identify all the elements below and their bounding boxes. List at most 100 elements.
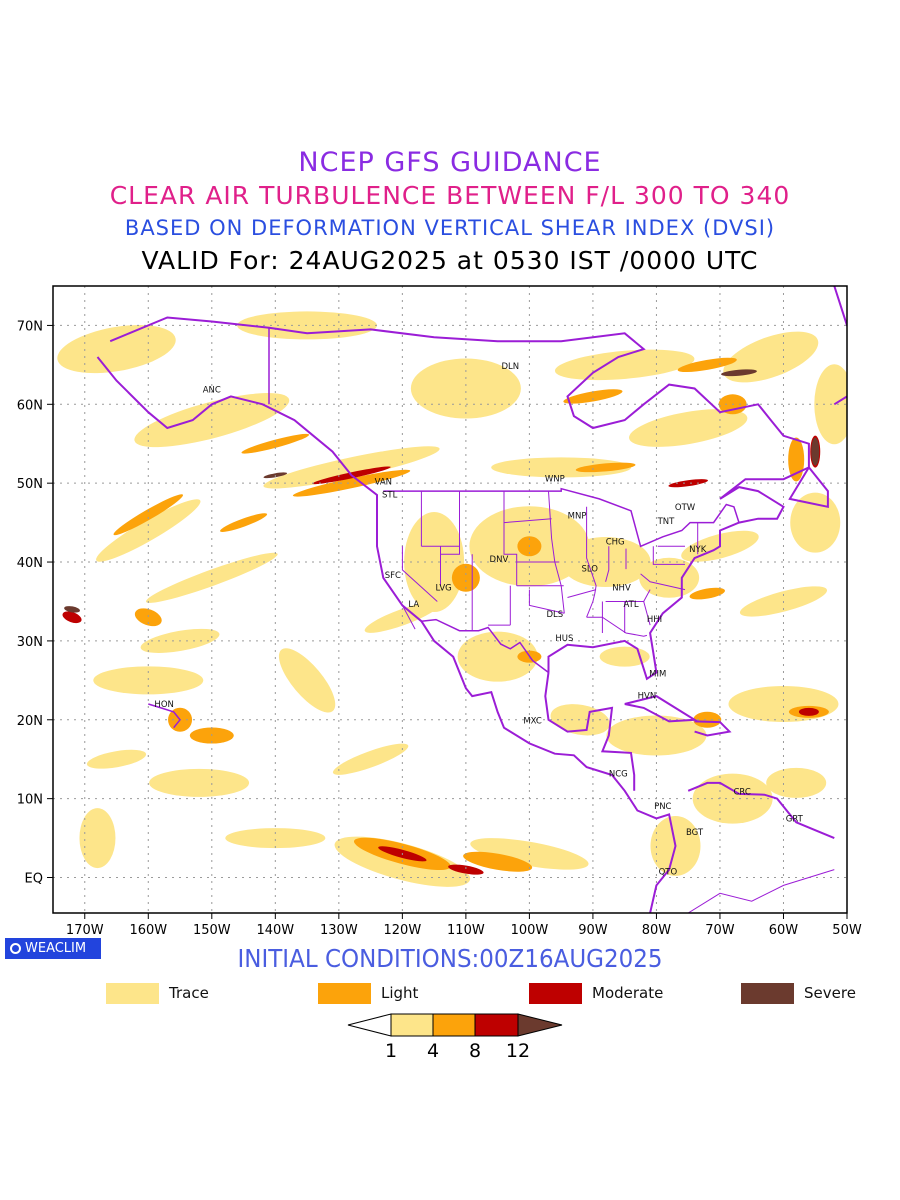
station-label-dls: DLS — [546, 610, 563, 620]
trace-patch — [410, 358, 521, 419]
station-label-hon: HON — [154, 700, 173, 710]
trace-patch — [79, 808, 116, 869]
legend-severe-swatch — [741, 982, 794, 1004]
light-patch — [113, 494, 184, 536]
trace-patch — [93, 666, 204, 695]
state-boundary — [440, 491, 460, 555]
logo-text: WEACLIM — [25, 941, 87, 956]
station-label-mnp: MNP — [568, 512, 587, 522]
light-patch — [241, 433, 310, 454]
trace-patch — [629, 409, 748, 447]
station-label-atl: ATL — [623, 600, 638, 610]
lat-label: 70N — [17, 319, 43, 334]
hawaii-islands — [148, 703, 181, 729]
station-label-wnp: WNP — [545, 475, 565, 485]
trace-patch — [237, 311, 378, 340]
station-label-anc: ANC — [203, 385, 221, 395]
severe-patch — [811, 437, 820, 466]
turbulence-shading — [57, 311, 847, 887]
station-label-otw: OTW — [675, 503, 696, 513]
trace-patch — [57, 325, 176, 374]
light-patch — [134, 608, 162, 627]
light-patch — [563, 389, 623, 404]
lon-label: 50W — [832, 923, 862, 938]
trace-patch — [491, 457, 632, 478]
longitude-labels: 170W 160W 150W 140W 130W 120W 110W 100W 90W 80W 70… — [66, 913, 862, 938]
station-label-stl: STL — [382, 490, 398, 500]
latitude-labels: 70N 60N 50N 40N 30N 20N 10N EQ — [17, 319, 53, 887]
lat-label: 50N — [17, 477, 43, 492]
legend-light-swatch — [318, 982, 371, 1004]
legend-severe: Severe — [741, 982, 856, 1004]
light-patch — [693, 711, 722, 728]
station-label-grt: GRT — [786, 815, 804, 825]
station-label-nyk: NYK — [689, 545, 707, 555]
south-america-interior — [656, 869, 835, 913]
legend-trace-swatch — [106, 982, 159, 1004]
station-label-mim: MIM — [649, 669, 666, 679]
legend-light-label: Light — [381, 984, 419, 1002]
chart-title-line2: CLEAR AIR TURBULENCE BETWEEN F/L 300 TO … — [109, 181, 791, 210]
station-label-nhv: NHV — [612, 583, 631, 593]
map-frame — [52, 285, 848, 914]
station-label-bgt: BGT — [686, 828, 704, 838]
valid-time: VALID For: 24AUG2025 at 0530 IST /0000 U… — [141, 246, 759, 275]
trace-patch — [723, 331, 819, 383]
station-label-sfc: SFC — [385, 571, 401, 581]
station-label-mxc: MXC — [523, 717, 542, 727]
lon-label: 120W — [384, 923, 422, 938]
trace-patch — [96, 499, 201, 562]
lon-label: 70W — [705, 923, 735, 938]
station-label-crc: CRC — [734, 788, 751, 798]
trace-patch — [145, 552, 278, 603]
state-boundary — [640, 573, 686, 591]
trace-patch — [560, 537, 651, 588]
us-canada-border — [383, 487, 740, 548]
lat-label: 20N — [17, 714, 43, 729]
greenland-coastline — [833, 286, 847, 406]
station-label-qto: QTO — [659, 867, 678, 877]
light-patch — [463, 851, 533, 872]
lat-label: 40N — [17, 556, 43, 571]
trace-patch — [404, 512, 465, 613]
trace-patch — [814, 364, 847, 445]
station-label-dln: DLN — [502, 362, 520, 372]
state-boundary — [605, 546, 610, 582]
station-label-hvn: HVN — [638, 691, 657, 701]
trace-patch — [639, 557, 700, 598]
lon-label: 150W — [193, 923, 231, 938]
legend-moderate: Moderate — [529, 982, 663, 1004]
legend-trace: Trace — [106, 982, 209, 1004]
coastlines — [96, 286, 847, 913]
trace-patch — [599, 646, 650, 667]
state-boundary — [528, 589, 565, 614]
us-mexico-border — [421, 618, 549, 674]
trace-patch — [278, 648, 336, 713]
station-label-dnv: DNV — [490, 555, 509, 565]
lon-label: 90W — [578, 923, 608, 938]
station-label-ncg: NCG — [609, 770, 628, 780]
weaclim-logo: WEACLIM — [5, 938, 101, 959]
moderate-patch — [668, 479, 709, 488]
state-boundary — [503, 491, 518, 586]
station-label-tnt: TNT — [657, 517, 676, 527]
light-patch — [689, 587, 726, 600]
light-patch — [220, 513, 268, 532]
trace-patch — [728, 686, 839, 722]
trace-patch — [554, 349, 695, 381]
state-boundary — [567, 589, 597, 598]
severe-patch — [721, 369, 757, 377]
lon-label: 110W — [447, 923, 485, 938]
moderate-patch — [448, 864, 484, 875]
legend-trace-label: Trace — [169, 984, 209, 1002]
logo-ring-icon — [10, 943, 21, 954]
trace-patch — [225, 828, 326, 849]
newfoundland-coastline — [788, 466, 829, 509]
station-labels: DLN ANC VAN STL WNP MNP OTW TNT CHG NYK DNV SFC SLO L… — [154, 362, 803, 878]
gulf-coastline — [544, 672, 636, 791]
station-label-slo: SLO — [581, 565, 598, 575]
light-patch — [575, 462, 636, 473]
lon-label: 100W — [511, 923, 549, 938]
light-patch — [677, 357, 737, 373]
